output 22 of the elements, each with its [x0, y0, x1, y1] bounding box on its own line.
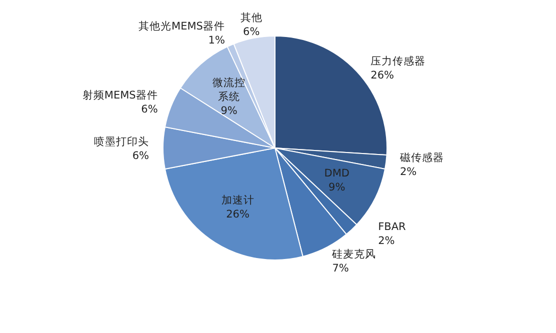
slice-label: FBAR: [378, 221, 406, 234]
data-label: 2%: [400, 166, 417, 178]
data-label: 26%: [370, 69, 394, 82]
data-label: 26%: [226, 208, 250, 221]
slice-label: 喷墨打印头: [94, 135, 149, 148]
data-label: 9%: [328, 182, 346, 194]
data-label: 1%: [208, 34, 225, 46]
slice-label: 其他光MEMS器件: [138, 19, 225, 32]
data-label: 6%: [243, 26, 260, 38]
slice-label: DMD: [324, 168, 350, 180]
slice-label: 其他: [240, 11, 262, 24]
data-label: 7%: [332, 262, 349, 274]
data-label: 6%: [132, 150, 150, 162]
slice-label: 压力传感器: [370, 54, 426, 68]
data-label: 2%: [378, 235, 395, 248]
slice-label: 微流控系统: [212, 76, 246, 103]
slice-label: 加速计: [221, 194, 254, 207]
data-label: 9%: [220, 104, 238, 117]
data-label: 6%: [141, 104, 158, 116]
slice-label: 硅麦克风: [331, 247, 376, 260]
slice-label: 射频MEMS器件: [82, 88, 158, 102]
slice-label: 磁传感器: [399, 150, 444, 164]
